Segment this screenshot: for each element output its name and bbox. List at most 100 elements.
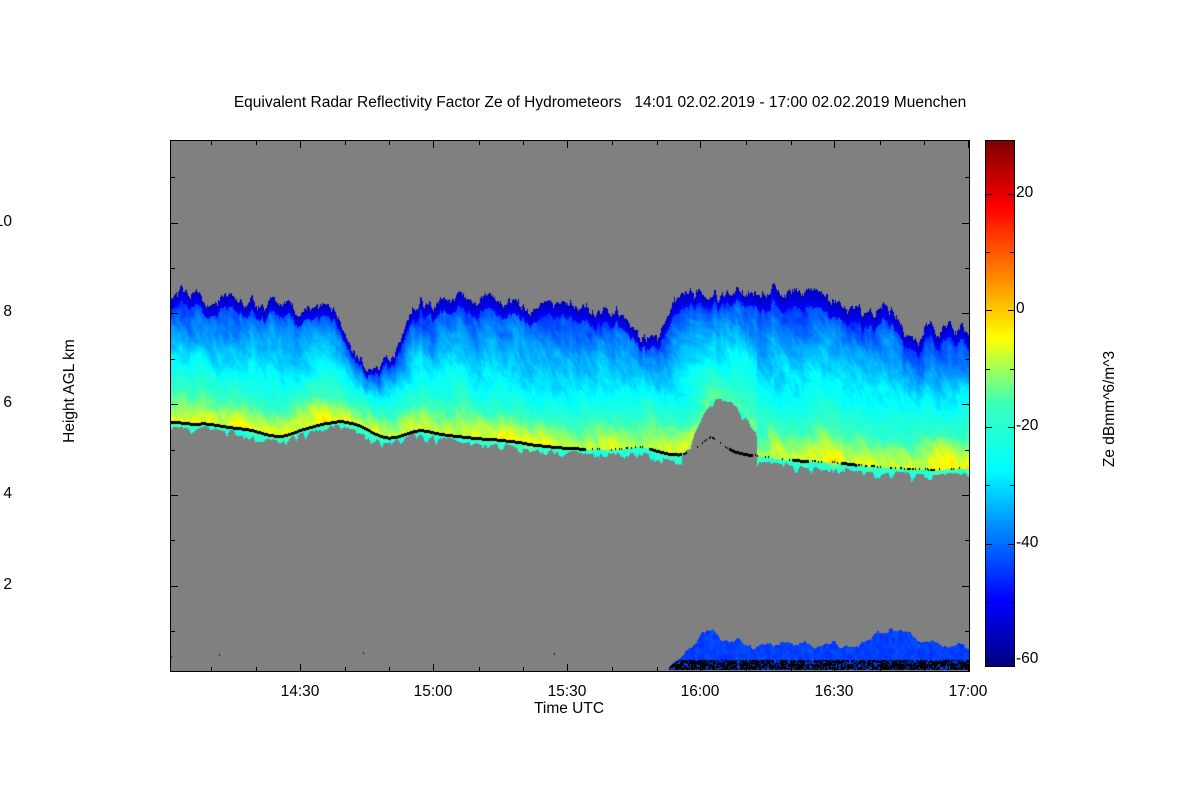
colorbar-tick-major (1008, 427, 1014, 428)
reflectivity-heatmap-canvas (171, 141, 969, 671)
x-tick-label: 15:30 (547, 683, 587, 700)
x-tick-minor-top (479, 141, 480, 145)
y-tick-minor (171, 268, 175, 269)
x-tick-major (700, 664, 701, 671)
y-tick-minor (171, 177, 175, 178)
x-tick-minor (256, 667, 257, 671)
colorbar-tick-major-left (986, 310, 992, 311)
y-tick-label: 2 (3, 576, 12, 593)
x-tick-minor (211, 667, 212, 671)
y-tick-label: 4 (3, 485, 12, 502)
x-tick-minor-top (746, 141, 747, 145)
x-tick-major (968, 664, 969, 671)
x-tick-minor (880, 667, 881, 671)
x-tick-minor-top (211, 141, 212, 145)
x-tick-minor (791, 667, 792, 671)
x-tick-minor-top (389, 141, 390, 145)
colorbar-label: Ze dBmm^6/m^3 (1101, 350, 1118, 468)
x-tick-label: 16:00 (680, 683, 720, 700)
x-tick-major-top (700, 141, 701, 148)
y-tick-minor (171, 540, 175, 541)
colorbar-tick-label: -40 (1016, 534, 1039, 551)
colorbar-tick-label: 0 (1016, 300, 1025, 317)
x-tick-major (567, 664, 568, 671)
x-tick-minor-top (256, 141, 257, 145)
x-axis-label: Time UTC (533, 700, 605, 717)
colorbar-tick-minor-left (986, 485, 990, 486)
x-tick-major (433, 664, 434, 671)
y-tick-minor-right (965, 631, 969, 632)
y-tick-label: 6 (3, 394, 12, 411)
x-tick-label: 14:30 (280, 683, 320, 700)
y-tick-minor-right (965, 359, 969, 360)
x-tick-minor-top (880, 141, 881, 145)
y-tick-major (171, 404, 178, 405)
y-tick-minor-right (965, 450, 969, 451)
y-tick-minor (171, 631, 175, 632)
x-tick-minor (345, 667, 346, 671)
y-tick-major-right (962, 404, 969, 405)
colorbar-tick-minor (1010, 369, 1014, 370)
colorbar-tick-major (1008, 660, 1014, 661)
y-tick-major (171, 495, 178, 496)
colorbar-gradient (986, 141, 1014, 666)
x-tick-minor-top (791, 141, 792, 145)
x-tick-label: 15:00 (413, 683, 453, 700)
colorbar-tick-minor (1010, 485, 1014, 486)
y-tick-minor-right (965, 268, 969, 269)
plot-area (170, 140, 970, 672)
y-tick-major-right (962, 495, 969, 496)
x-tick-major (300, 664, 301, 671)
colorbar-tick-label: 20 (1016, 184, 1034, 201)
colorbar-tick-major (1008, 544, 1014, 545)
y-tick-minor (171, 359, 175, 360)
colorbar-tick-label: -20 (1016, 417, 1039, 434)
x-tick-minor (479, 667, 480, 671)
y-tick-minor (171, 450, 175, 451)
x-tick-minor (924, 667, 925, 671)
y-tick-major-right (962, 313, 969, 314)
colorbar-tick-minor (1010, 602, 1014, 603)
colorbar-tick-minor (1010, 252, 1014, 253)
y-tick-major-right (962, 223, 969, 224)
x-tick-major-top (834, 141, 835, 148)
y-tick-label: 8 (3, 303, 12, 320)
y-tick-major (171, 313, 178, 314)
x-tick-minor-top (924, 141, 925, 145)
y-tick-label: 10 (0, 213, 12, 230)
x-tick-minor-top (657, 141, 658, 145)
x-tick-minor (657, 667, 658, 671)
colorbar-tick-major-left (986, 660, 992, 661)
colorbar-tick-major (1008, 310, 1014, 311)
y-axis-label: Height AGL km (61, 339, 78, 443)
colorbar-tick-major-left (986, 194, 992, 195)
x-tick-major-top (433, 141, 434, 148)
colorbar-tick-major-left (986, 544, 992, 545)
x-tick-major-top (300, 141, 301, 148)
y-tick-major-right (962, 586, 969, 587)
colorbar (985, 140, 1015, 667)
colorbar-tick-label: -60 (1016, 650, 1039, 667)
colorbar-tick-minor-left (986, 252, 990, 253)
x-tick-major-top (567, 141, 568, 148)
colorbar-tick-minor-left (986, 369, 990, 370)
y-tick-minor-right (965, 177, 969, 178)
x-tick-minor-top (523, 141, 524, 145)
colorbar-tick-major-left (986, 427, 992, 428)
page-title: Equivalent Radar Reflectivity Factor Ze … (233, 94, 967, 111)
x-tick-label: 17:00 (948, 683, 988, 700)
x-tick-minor-top (612, 141, 613, 145)
x-tick-major-top (968, 141, 969, 148)
x-tick-minor (389, 667, 390, 671)
x-tick-minor (612, 667, 613, 671)
y-tick-minor-right (965, 540, 969, 541)
x-tick-minor (523, 667, 524, 671)
y-tick-major (171, 223, 178, 224)
x-tick-major (834, 664, 835, 671)
colorbar-tick-major (1008, 194, 1014, 195)
x-tick-minor (746, 667, 747, 671)
x-tick-label: 16:30 (814, 683, 854, 700)
colorbar-tick-minor-left (986, 602, 990, 603)
y-tick-major (171, 586, 178, 587)
